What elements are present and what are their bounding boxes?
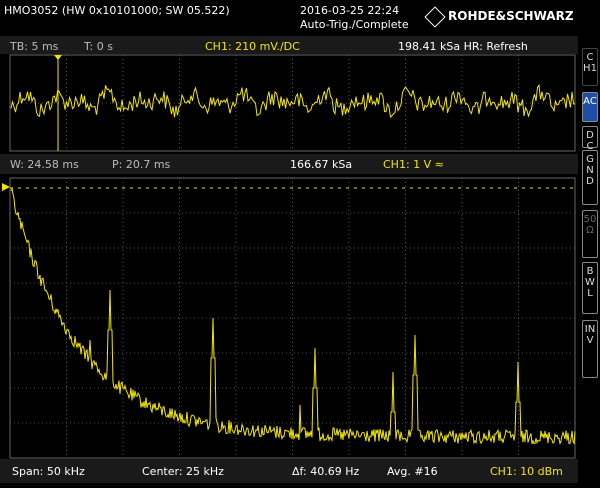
zoom-window: W: 24.58 ms xyxy=(10,158,79,171)
side-button[interactable]: GND xyxy=(582,150,598,205)
side-button[interactable]: INV xyxy=(582,320,598,378)
fft-trace xyxy=(10,187,576,446)
date: 2016-03-25 22:24 xyxy=(300,4,400,17)
trigger-time: T: 0 s xyxy=(84,40,113,53)
fft-bar-bg xyxy=(0,459,578,483)
zoom-bar-bg xyxy=(0,154,578,174)
trigger-arrow xyxy=(54,55,62,60)
acq-status: Auto-Trig./Complete xyxy=(300,18,409,31)
channel-setting: CH1: 210 mV./DC xyxy=(205,40,300,53)
fft-channel: CH1: 10 dBm xyxy=(490,465,563,478)
time-trace xyxy=(10,84,576,119)
device-info: HMO3052 (HW 0x10101000; SW 05.522) xyxy=(4,4,230,17)
time-bar-bg xyxy=(0,36,578,54)
side-button[interactable]: AC xyxy=(582,92,598,122)
logo: ROHDE&SCHWARZ xyxy=(448,9,574,23)
average: Avg. #16 xyxy=(387,465,438,478)
span: Span: 50 kHz xyxy=(12,465,85,478)
logo-mark xyxy=(424,6,446,28)
resolution: Δf: 40.69 Hz xyxy=(292,465,360,478)
side-button[interactable]: BWL xyxy=(582,262,598,314)
side-button[interactable]: DC xyxy=(582,126,598,152)
side-button[interactable]: 50 Ω xyxy=(582,210,598,258)
zoom-position: P: 20.7 ms xyxy=(112,158,171,171)
grid xyxy=(10,55,575,458)
sample-rate: 198.41 kSa HR: Refresh xyxy=(398,40,528,53)
timebase: TB: 5 ms xyxy=(10,40,59,53)
channel-label: CH1 xyxy=(582,48,598,86)
level-marker xyxy=(2,183,10,191)
center: Center: 25 kHz xyxy=(142,465,224,478)
zoom-channel: CH1: 1 V ≈ xyxy=(383,158,444,171)
zoom-sample-rate: 166.67 kSa xyxy=(290,158,353,171)
